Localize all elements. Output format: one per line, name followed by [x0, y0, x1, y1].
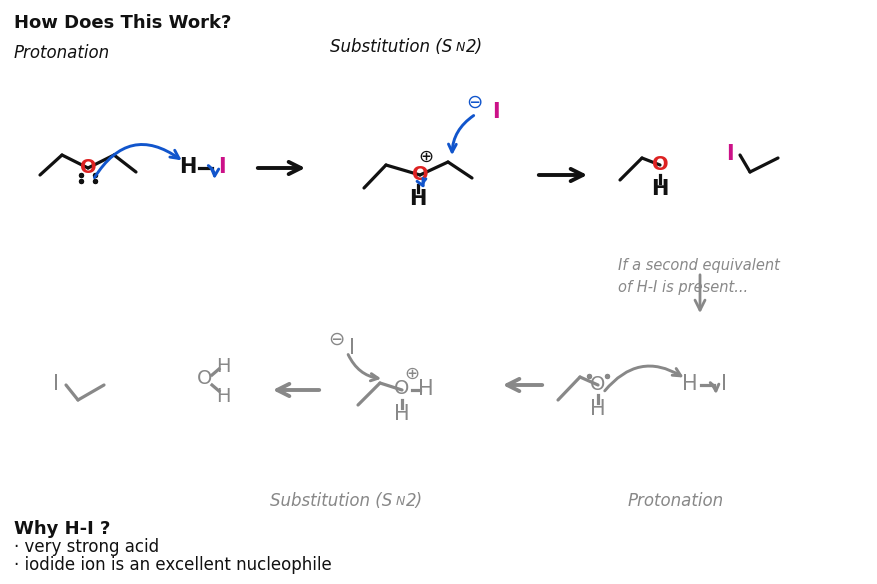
Text: · very strong acid: · very strong acid — [14, 538, 159, 556]
Text: Substitution (S: Substitution (S — [270, 492, 392, 510]
Text: H: H — [589, 399, 605, 419]
FancyArrowPatch shape — [208, 166, 218, 176]
Text: Protonation: Protonation — [14, 44, 110, 62]
Text: N: N — [396, 495, 405, 508]
Text: O: O — [651, 155, 667, 173]
Text: O: O — [589, 374, 605, 394]
FancyArrowPatch shape — [348, 354, 378, 381]
Text: H: H — [216, 387, 230, 405]
Text: H: H — [394, 404, 410, 424]
Text: ⊖: ⊖ — [327, 329, 344, 349]
Text: Why H-I ?: Why H-I ? — [14, 520, 111, 538]
Text: I: I — [218, 157, 225, 177]
Text: N: N — [455, 41, 465, 54]
Text: 2): 2) — [466, 38, 482, 56]
FancyArrowPatch shape — [95, 144, 179, 178]
Text: I: I — [348, 338, 354, 358]
Text: ⊕: ⊕ — [418, 148, 433, 166]
Text: I: I — [725, 144, 733, 164]
Text: If a second equivalent
of H-I is present...: If a second equivalent of H-I is present… — [617, 258, 779, 295]
Text: ⊕: ⊕ — [404, 365, 419, 383]
Text: I: I — [492, 102, 499, 122]
Text: H: H — [417, 379, 433, 399]
Text: ⊖: ⊖ — [466, 92, 481, 112]
FancyArrowPatch shape — [448, 116, 473, 152]
Text: O: O — [411, 165, 428, 183]
Text: O: O — [394, 380, 410, 398]
FancyArrowPatch shape — [709, 383, 718, 391]
Text: Substitution (S: Substitution (S — [330, 38, 452, 56]
Text: I: I — [53, 374, 59, 394]
Text: H: H — [409, 189, 426, 209]
FancyArrowPatch shape — [604, 366, 680, 391]
FancyArrowPatch shape — [417, 178, 425, 186]
Text: O: O — [80, 158, 96, 176]
Text: H: H — [681, 374, 697, 394]
Text: H: H — [651, 179, 668, 199]
Text: 2): 2) — [405, 492, 423, 510]
Text: H: H — [179, 157, 196, 177]
Text: Protonation: Protonation — [627, 492, 724, 510]
Text: · iodide ion is an excellent nucleophile: · iodide ion is an excellent nucleophile — [14, 556, 332, 574]
Text: O: O — [197, 370, 212, 388]
Text: How Does This Work?: How Does This Work? — [14, 14, 232, 32]
Text: H: H — [216, 356, 230, 376]
Text: I: I — [720, 374, 726, 394]
